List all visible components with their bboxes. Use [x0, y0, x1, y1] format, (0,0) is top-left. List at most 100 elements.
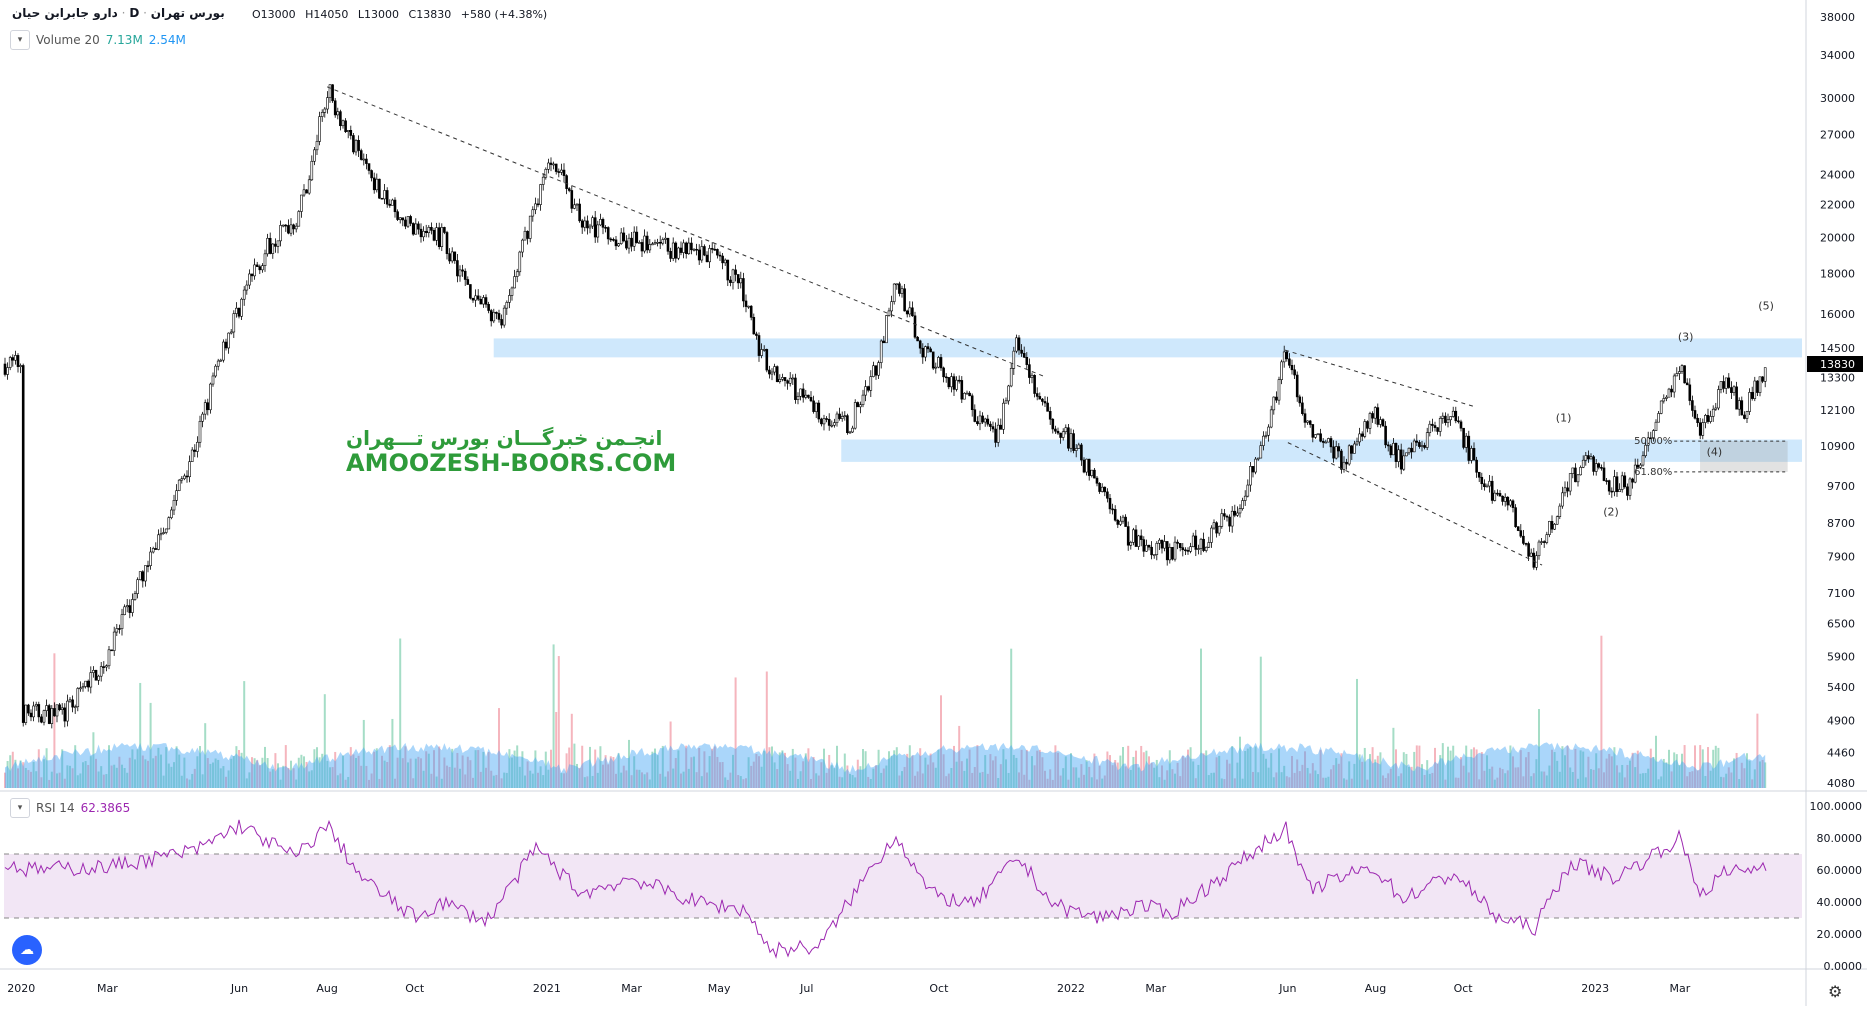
candle-body [417, 223, 420, 230]
volume-bar [908, 745, 911, 788]
candle-body [736, 274, 740, 284]
volume-bar [391, 718, 394, 788]
volume-bar [1002, 749, 1005, 788]
candle-body [570, 190, 574, 209]
candle-body [1366, 421, 1369, 429]
volume-bar [186, 778, 188, 788]
volume-bar [628, 739, 630, 788]
volume-bar [1010, 648, 1013, 788]
volume-bar [368, 779, 370, 788]
volume-bar [492, 775, 495, 788]
candle-body [552, 163, 555, 166]
time-axis-tick: Aug [316, 982, 337, 995]
candle-body [1425, 432, 1429, 448]
volume-bar [1311, 763, 1314, 788]
candle-body [1350, 445, 1354, 454]
volume-bar [1012, 754, 1015, 788]
volume-bar [583, 777, 586, 788]
candle-body [786, 380, 789, 384]
volume-bar [1350, 778, 1353, 788]
candle-body [939, 357, 943, 369]
volume-bar [677, 750, 680, 788]
volume-bar [162, 775, 165, 788]
volume-bar [331, 767, 334, 788]
candle-body [523, 230, 527, 241]
candle-body [1602, 467, 1606, 481]
volume-bar [427, 753, 430, 788]
volume-bar [1592, 769, 1595, 788]
candle-body [92, 669, 95, 673]
candle-body [905, 310, 909, 315]
candle-body [994, 428, 997, 443]
volume-bar [968, 749, 971, 788]
volume-bar [695, 772, 698, 788]
volume-bar [609, 756, 612, 788]
volume-bar [1236, 762, 1239, 788]
interval-label[interactable]: D [129, 6, 140, 20]
candle-body [671, 242, 675, 259]
candle-body [838, 413, 841, 419]
candle-body [1691, 400, 1694, 411]
candle-body [154, 548, 158, 550]
volume-bar [875, 765, 877, 788]
candle-body [224, 341, 228, 349]
volume-bar [1561, 746, 1564, 788]
volume-bar [934, 767, 937, 788]
candle-body [323, 108, 327, 113]
candle-body [1485, 485, 1489, 488]
rsi-axis-tick: 20.0000 [1817, 928, 1863, 941]
volume-bar [1647, 768, 1650, 788]
time-axis-tick: Mar [1670, 982, 1691, 995]
candle-body [1758, 376, 1762, 393]
volume-bar [617, 753, 620, 788]
volume-bar [516, 745, 519, 788]
volume-bar [1304, 751, 1306, 788]
volume-bar [35, 771, 38, 788]
candle-body [739, 278, 743, 284]
volume-label[interactable]: Volume 20 [36, 33, 100, 47]
volume-bar [667, 771, 669, 788]
volume-bar [178, 754, 181, 788]
chevron-down-icon[interactable]: ▾ [10, 30, 30, 50]
gear-icon[interactable]: ⚙ [1828, 982, 1843, 1001]
candle-body [791, 377, 795, 380]
candle-body [1314, 434, 1317, 438]
volume-bar [1319, 749, 1322, 788]
volume-bar [682, 771, 685, 788]
candle-body [141, 571, 145, 582]
volume-bar [170, 766, 173, 788]
volume-bar [240, 752, 243, 788]
volume-bar [357, 755, 360, 788]
candle-body [144, 565, 147, 582]
volume-bar [739, 776, 742, 788]
volume-bar [1642, 773, 1644, 788]
candle-body [723, 259, 727, 264]
volume-bar [1738, 779, 1741, 788]
candle-body [214, 365, 217, 377]
volume-bar [1163, 779, 1166, 788]
rsi-label[interactable]: RSI 14 [36, 801, 75, 815]
volume-bar [300, 754, 303, 788]
volume-bar [1467, 772, 1470, 788]
volume-bar [409, 758, 412, 788]
symbol-name[interactable]: دارو جابرابن حیان [12, 6, 118, 20]
candle-body [687, 242, 691, 254]
candle-body [534, 203, 537, 211]
chevron-down-icon[interactable]: ▾ [10, 798, 30, 818]
candle-body [219, 359, 223, 362]
volume-bar [550, 749, 552, 788]
last-price-label: 13830 [1820, 358, 1855, 371]
candle-body [1308, 420, 1312, 425]
volume-bar [924, 757, 927, 788]
volume-bar [898, 775, 901, 788]
candle-body [726, 259, 730, 281]
volume-bar [482, 751, 485, 788]
volume-bar [1558, 771, 1561, 788]
volume-bar [1616, 765, 1618, 788]
volume-bar [292, 768, 295, 788]
candle-body [133, 593, 137, 600]
volume-bar [1655, 735, 1657, 788]
tradingview-logo-icon[interactable]: ☁ [12, 935, 42, 965]
candle-body [1158, 539, 1161, 544]
candle-body [29, 712, 33, 718]
